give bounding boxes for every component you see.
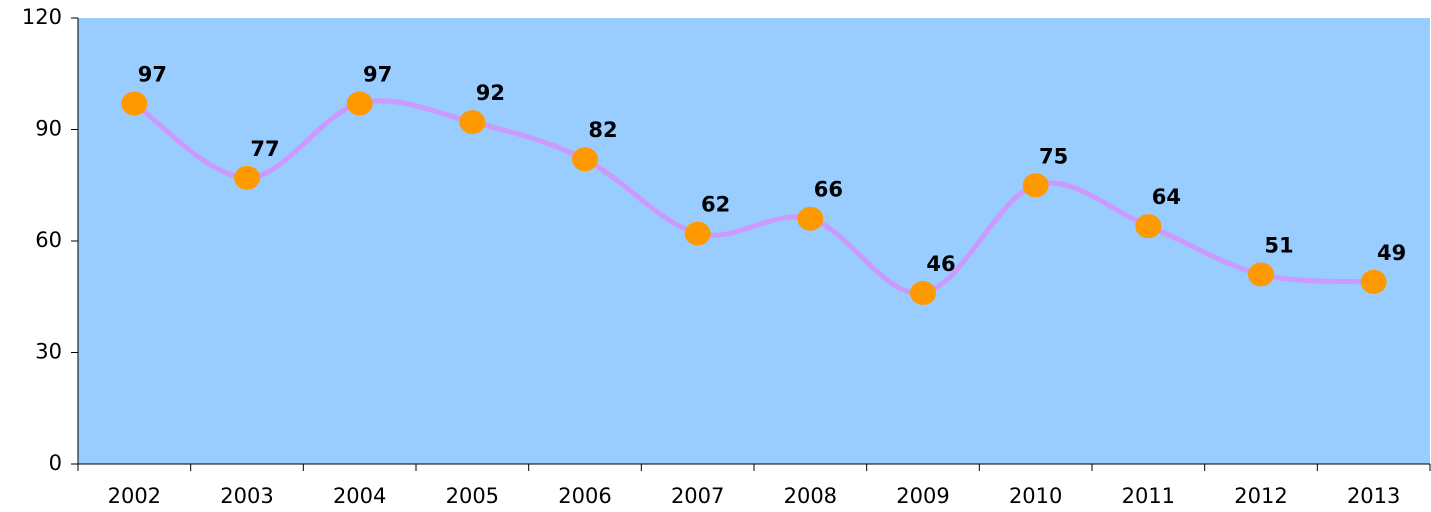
marker (459, 110, 486, 135)
data-label: 97 (138, 62, 167, 86)
marker (1135, 214, 1162, 239)
x-tick-label: 2005 (446, 484, 499, 508)
y-tick-label: 90 (35, 117, 62, 141)
data-label: 66 (814, 178, 843, 202)
x-tick-label: 2002 (108, 484, 161, 508)
x-tick-label: 2010 (1009, 484, 1062, 508)
data-label: 77 (250, 137, 279, 161)
data-label: 46 (926, 252, 955, 276)
y-tick-label: 120 (22, 5, 62, 29)
marker (234, 165, 260, 190)
marker (684, 221, 711, 246)
x-tick-label: 2007 (671, 484, 724, 508)
data-label: 97 (363, 62, 392, 86)
y-tick-label: 30 (35, 340, 62, 364)
x-tick-label: 2003 (220, 484, 273, 508)
data-label: 82 (588, 118, 617, 142)
x-tick-label: 2013 (1347, 484, 1400, 508)
x-tick-label: 2011 (1122, 484, 1175, 508)
marker (1022, 173, 1049, 198)
marker (1248, 262, 1274, 287)
x-tick-label: 2009 (896, 484, 949, 508)
marker (572, 147, 598, 172)
plot-area (78, 18, 1430, 464)
data-label: 49 (1377, 241, 1406, 265)
data-label: 92 (476, 81, 505, 105)
y-tick-label: 0 (49, 451, 62, 475)
x-tick-label: 2004 (333, 484, 386, 508)
x-tick-label: 2012 (1234, 484, 1287, 508)
marker (346, 91, 373, 116)
data-label: 64 (1152, 185, 1181, 209)
data-label: 75 (1039, 144, 1068, 168)
marker (797, 206, 824, 231)
data-label: 62 (701, 193, 730, 217)
data-label: 51 (1264, 233, 1293, 257)
marker (910, 281, 936, 306)
marker (121, 91, 148, 116)
y-tick-label: 60 (35, 228, 62, 252)
x-tick-label: 2008 (784, 484, 837, 508)
marker (1360, 269, 1387, 294)
x-tick-label: 2006 (558, 484, 611, 508)
